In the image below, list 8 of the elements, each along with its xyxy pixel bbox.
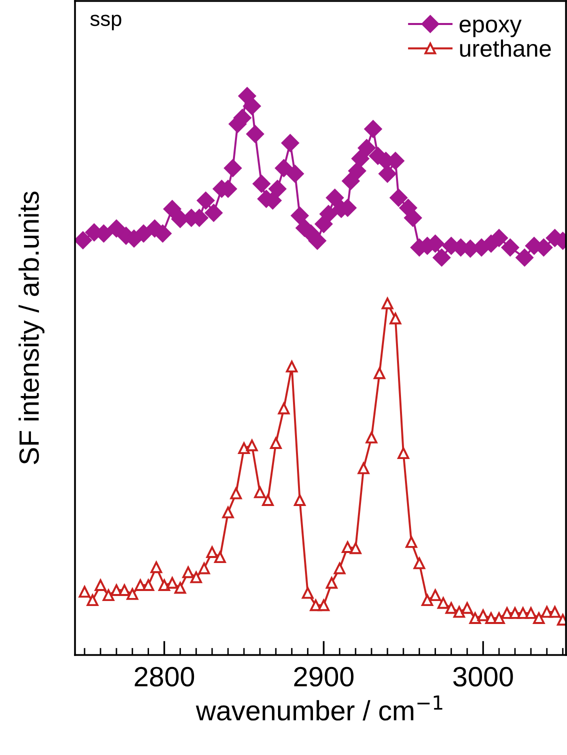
x-tick-label: 2900 bbox=[294, 666, 354, 687]
y-axis-title: SF intensity / arb.units bbox=[18, 192, 44, 464]
x-tick-label: 3000 bbox=[453, 666, 513, 687]
legend-label: urethane bbox=[460, 40, 551, 57]
x-tick-label: 2800 bbox=[134, 666, 194, 687]
x-axis-title: wavenumber / cm$^{−1}$ bbox=[196, 695, 442, 721]
legend-label: epoxy bbox=[460, 20, 522, 38]
text: ssp bbox=[90, 14, 122, 30]
